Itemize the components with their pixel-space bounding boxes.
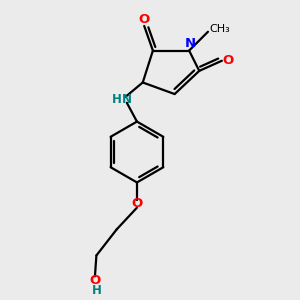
Text: O: O <box>139 13 150 26</box>
Text: N: N <box>185 37 196 50</box>
Text: N: N <box>122 93 132 106</box>
Text: H: H <box>92 284 101 297</box>
Text: H: H <box>112 93 122 106</box>
Text: O: O <box>89 274 100 287</box>
Text: CH₃: CH₃ <box>210 24 230 34</box>
Text: O: O <box>131 197 142 210</box>
Text: O: O <box>223 54 234 67</box>
